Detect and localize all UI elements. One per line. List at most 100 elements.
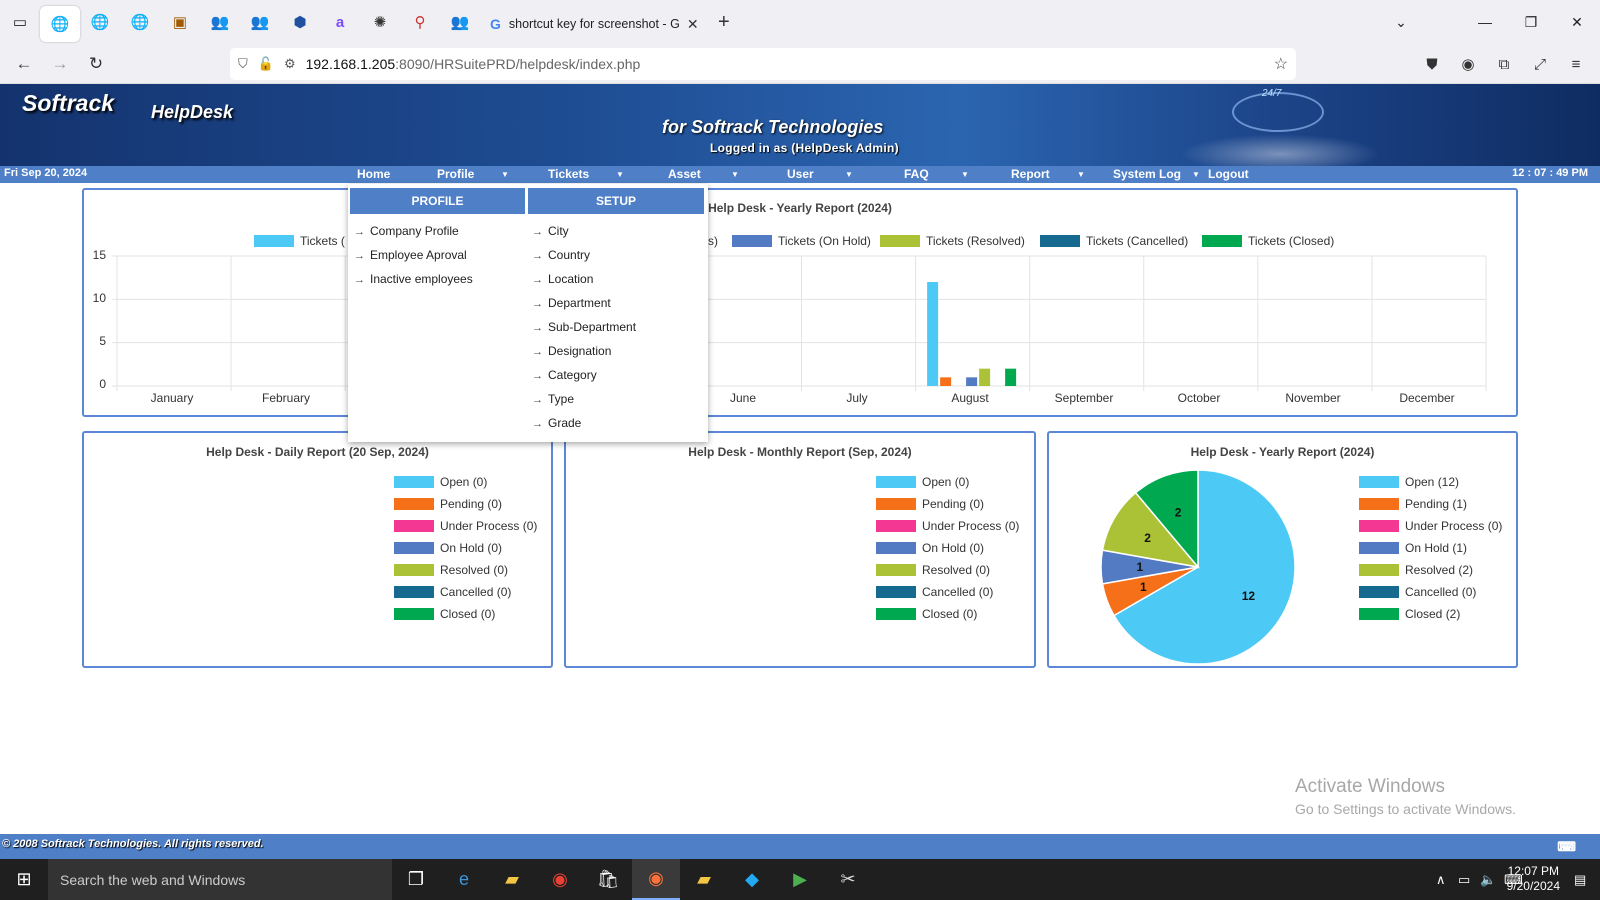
y-tick-label: 10 — [92, 291, 106, 305]
account-icon[interactable]: ◉ — [1461, 56, 1475, 73]
network-icon[interactable]: ▭ — [1458, 871, 1471, 887]
dropdown-item-inactive-employees[interactable]: → Inactive employees — [354, 272, 473, 286]
menu-system-log[interactable]: System Log — [1113, 167, 1182, 181]
notifications-icon[interactable]: ▤ — [1574, 871, 1587, 887]
dropdown-item-city[interactable]: → City — [532, 224, 569, 238]
arrow-right-icon: → — [532, 250, 543, 262]
legend-label: Open (12) — [1405, 475, 1460, 489]
fullscreen-icon[interactable]: ⤢ — [1533, 55, 1546, 73]
chevron-down-icon[interactable]: ▼ — [1192, 170, 1200, 179]
dropdown-item-department[interactable]: → Department — [532, 296, 611, 310]
new-tab-button[interactable]: + — [718, 10, 730, 33]
menu-logout[interactable]: Logout — [1208, 167, 1249, 181]
dropdown-item-sub-department[interactable]: → Sub-Department — [532, 320, 637, 334]
legend-item: Resolved (2) — [1359, 563, 1473, 577]
keyboard-icon[interactable]: ⌨ — [1557, 839, 1576, 854]
restore-button[interactable]: ❐ — [1524, 13, 1538, 30]
x-tick-label: December — [1399, 391, 1455, 405]
dropdown-item-category[interactable]: → Category — [532, 368, 597, 382]
dropdown-item-employee-aproval[interactable]: → Employee Aproval — [354, 248, 467, 262]
menu-faq[interactable]: FAQ — [904, 167, 929, 181]
legend-swatch — [254, 235, 294, 247]
menu-report[interactable]: Report — [1011, 167, 1050, 181]
dropdown-item-location[interactable]: → Location — [532, 272, 594, 286]
edge-icon[interactable]: e — [458, 869, 469, 889]
pinned-tab-globe-icon[interactable]: 🌐 — [90, 14, 110, 31]
tab-overview-icon[interactable]: ▭ — [12, 14, 28, 31]
close-window-button[interactable]: ✕ — [1571, 13, 1583, 30]
extensions-icon[interactable]: ⧉ — [1498, 55, 1510, 73]
current-date: Fri Sep 20, 2024 — [4, 167, 88, 179]
legend-item: Tickets (Cancelled) — [1040, 234, 1188, 248]
chevron-down-icon[interactable]: ▼ — [1077, 170, 1085, 179]
legend-swatch — [394, 564, 434, 576]
vscode-icon[interactable]: ◆ — [745, 869, 759, 889]
chrome-icon[interactable]: ◉ — [552, 869, 568, 889]
taskbar-search-input[interactable]: Search the web and Windows — [48, 859, 392, 900]
tab-google-search[interactable]: G shortcut key for screenshot - Go ✕ — [480, 6, 710, 42]
legend-label: Pending (0) — [440, 497, 503, 511]
media-app-icon[interactable]: ▶ — [793, 869, 807, 889]
address-bar[interactable]: ⛉ 🔓 ⚙ 192.168.1.205:8090/HRSuitePRD/help… — [230, 48, 1296, 80]
chevron-down-icon[interactable]: ▼ — [961, 170, 969, 179]
pinned-tab-users-icon[interactable]: 👥 — [210, 14, 230, 31]
menu-asset[interactable]: Asset — [668, 167, 701, 181]
task-view-icon[interactable]: ❐ — [407, 869, 425, 889]
list-tabs-icon[interactable]: ⌄ — [1395, 13, 1407, 30]
pie-slice-closed — [1134, 469, 1199, 570]
pinned-tab-a-icon[interactable]: a — [335, 13, 345, 31]
file-explorer-icon[interactable]: ▰ — [505, 869, 519, 889]
pie-slice-open — [1112, 469, 1296, 665]
pinned-tab-shield-icon[interactable]: ⬢ — [293, 14, 307, 31]
pinned-tab-globe-icon[interactable]: 🌐 — [40, 6, 80, 42]
chevron-down-icon[interactable]: ▼ — [845, 170, 853, 179]
dropdown-item-country[interactable]: → Country — [532, 248, 591, 262]
minimize-button[interactable]: — — [1478, 14, 1492, 30]
windows-start-icon[interactable]: ⊞ — [16, 869, 32, 889]
shield-icon[interactable]: ⛉ — [238, 56, 248, 71]
dropdown-item-designation[interactable]: → Designation — [532, 344, 612, 358]
menu-icon[interactable]: ≡ — [1571, 55, 1581, 73]
page-footer: © 2008 Softrack Technologies. All rights… — [0, 834, 1600, 859]
bookmark-star-icon[interactable]: ☆ — [1273, 56, 1288, 73]
tray-chevron-icon[interactable]: ∧ — [1436, 871, 1446, 887]
pocket-icon[interactable]: ⛊ — [1426, 55, 1438, 73]
firefox-icon[interactable]: ◉ — [632, 859, 680, 900]
snipping-tool-icon[interactable]: ✂ — [840, 869, 856, 889]
chevron-down-icon[interactable]: ▼ — [501, 170, 509, 179]
pinned-tab-users-icon[interactable]: 👥 — [450, 14, 470, 31]
insecure-lock-icon[interactable]: 🔓 — [257, 56, 274, 71]
reload-icon[interactable]: ↻ — [88, 53, 104, 73]
permissions-icon[interactable]: ⚙ — [283, 56, 296, 71]
taskbar-clock[interactable]: 12:07 PM 9/20/2024 — [1506, 864, 1560, 893]
arrow-right-icon: → — [532, 298, 543, 310]
dropdown-item-type[interactable]: → Type — [532, 392, 575, 406]
close-tab-icon[interactable]: ✕ — [686, 15, 699, 32]
dropdown-item-company-profile[interactable]: → Company Profile — [354, 224, 459, 238]
pinned-tab-globe-icon[interactable]: 🌐 — [130, 14, 150, 31]
chevron-down-icon[interactable]: ▼ — [616, 170, 624, 179]
menu-home[interactable]: Home — [357, 167, 391, 181]
legend-label: Cancelled (0) — [922, 585, 994, 599]
back-icon[interactable]: ← — [15, 53, 33, 73]
arrow-right-icon: → — [354, 274, 365, 286]
legend-swatch — [876, 498, 916, 510]
url-text[interactable]: 192.168.1.205:8090/HRSuitePRD/helpdesk/i… — [305, 56, 641, 72]
volume-icon[interactable]: 🔈 — [1480, 871, 1497, 887]
copyright-text: © 2008 Softrack Technologies. All rights… — [2, 838, 264, 850]
menu-tickets[interactable]: Tickets — [548, 167, 590, 181]
folder-icon[interactable]: ▰ — [697, 869, 711, 889]
pinned-tab-link-icon[interactable]: ⚲ — [414, 14, 426, 31]
brand-subtitle: HelpDesk — [151, 102, 234, 122]
pinned-tab-ai-icon[interactable]: ✺ — [373, 14, 387, 31]
pinned-tab-app-icon[interactable]: ▣ — [172, 14, 188, 31]
chevron-down-icon[interactable]: ▼ — [731, 170, 739, 179]
pinned-tab-users-icon[interactable]: 👥 — [250, 14, 270, 31]
menu-profile[interactable]: Profile — [437, 167, 475, 181]
keyboard-layout-icon[interactable]: ⌨ — [1504, 871, 1523, 887]
monthly-report-panel: Help Desk - Monthly Report (Sep, 2024) O… — [564, 431, 1036, 668]
menu-user[interactable]: User — [787, 167, 814, 181]
dropdown-item-grade[interactable]: → Grade — [532, 416, 582, 430]
store-icon[interactable]: 🛍 — [596, 869, 620, 889]
forward-icon[interactable]: → — [51, 53, 69, 73]
